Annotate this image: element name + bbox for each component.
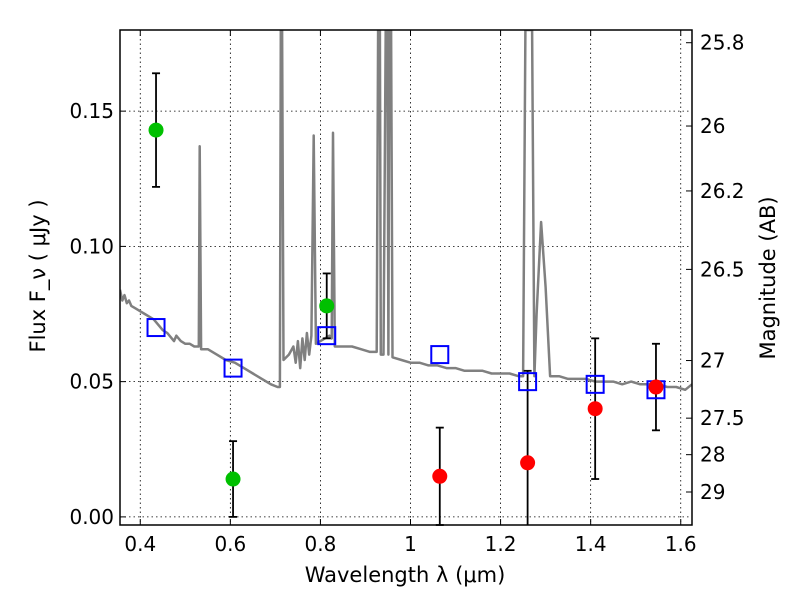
grid: [120, 30, 692, 525]
x-tick-label: 1.4: [575, 532, 607, 556]
right-tick-label: 25.8: [700, 31, 745, 55]
right-tick-label: 27: [700, 349, 725, 373]
data-point: [520, 455, 536, 471]
errorbar-layer: [152, 72, 660, 526]
data-point: [225, 471, 241, 487]
y-tick-labels: 0.00 0.05 0.10 0.15: [69, 99, 114, 529]
spectrum-line: [120, 30, 692, 392]
data-point: [319, 298, 335, 314]
right-tick-label: 28: [700, 443, 725, 467]
right-tick-label: 29: [700, 480, 725, 504]
data-point: [432, 468, 448, 484]
right-tick-label: 26: [700, 114, 725, 138]
ticks: [120, 30, 692, 525]
right-tick-labels: 25.8 26 26.2 26.5 27 27.5 28 29: [700, 31, 745, 504]
y-tick-label: 0.05: [69, 370, 114, 394]
right-tick-label: 26.2: [700, 179, 745, 203]
y-tick-label: 0.15: [69, 99, 114, 123]
model-photometry-layer: [146, 318, 666, 400]
x-tick-labels: 0.4 0.6 0.8 1 1.2 1.4 1.6: [124, 532, 696, 556]
model-square: [585, 374, 605, 394]
model-square: [146, 318, 166, 338]
model-square: [430, 345, 450, 365]
x-tick-label: 1.6: [665, 532, 697, 556]
spectrum-layer: [120, 30, 692, 392]
data-point: [587, 401, 603, 417]
right-tick-label: 26.5: [700, 257, 745, 281]
plot-frame: [119, 29, 693, 526]
data-point: [648, 379, 664, 395]
x-tick-label: 1.2: [485, 532, 517, 556]
model-square: [317, 326, 337, 346]
y-tick-label: 0.10: [69, 234, 114, 258]
x-tick-label: 1: [404, 532, 417, 556]
model-square: [223, 358, 243, 378]
observed-points-layer: [148, 122, 664, 487]
y-tick-label: 0.00: [69, 505, 114, 529]
right-axis-label: Magnitude (AB): [756, 196, 780, 359]
right-tick-label: 27.5: [700, 406, 745, 430]
x-tick-label: 0.4: [124, 532, 156, 556]
x-axis-label: Wavelength λ (μm): [305, 563, 506, 587]
x-tick-label: 0.8: [305, 532, 337, 556]
model-square: [518, 372, 538, 392]
x-tick-label: 0.6: [214, 532, 246, 556]
y-axis-label: Flux F_ν ( μJy ): [26, 199, 51, 352]
data-point: [148, 122, 164, 138]
